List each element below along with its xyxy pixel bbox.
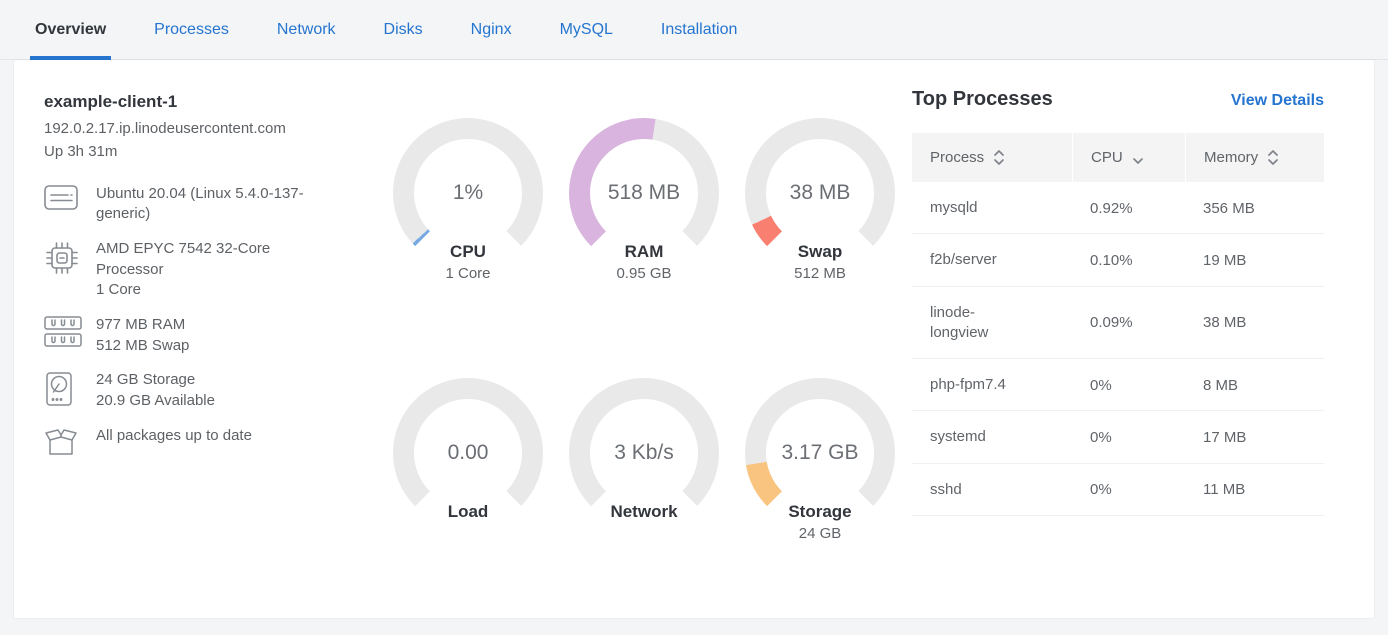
- spec-storage-text: 24 GB Storage: [96, 371, 196, 389]
- gauge-cpu: 1% CPU 1 Core: [380, 118, 556, 282]
- process-cpu: 0%: [1090, 428, 1112, 446]
- gauge-ram: 518 MB RAM 0.95 GB: [556, 118, 732, 282]
- spec-available-text: 20.9 GB Available: [96, 392, 215, 409]
- ram-gauge-arc: 518 MB: [569, 118, 719, 268]
- process-name: sshd: [930, 480, 962, 498]
- storage-gauge-arc: 3.17 GB: [745, 378, 895, 528]
- table-row: f2b/server 0.10% 19 MB: [912, 234, 1324, 287]
- process-cpu: 0%: [1090, 376, 1112, 394]
- ram-gauge-sublabel: 0.95 GB: [616, 265, 672, 282]
- tab-overview[interactable]: Overview: [30, 0, 112, 60]
- gauge-network: 3 Kb/s Network: [556, 378, 732, 542]
- process-name: php-fpm7.4: [930, 376, 1006, 393]
- swap-gauge-arc: 38 MB: [745, 118, 895, 268]
- process-cpu: 0.09%: [1090, 314, 1133, 332]
- process-memory: 38 MB: [1203, 314, 1247, 332]
- swap-gauge-label: Swap: [797, 242, 843, 261]
- network-gauge-arc: 3 Kb/s: [569, 378, 719, 528]
- client-hostname: 192.0.2.17.ip.linodeusercontent.com: [44, 120, 286, 137]
- column-header-process[interactable]: Process: [912, 133, 1072, 182]
- system-spec-list: Ubuntu 20.04 (Linux 5.4.0-137-generic): [44, 184, 354, 457]
- process-name: systemd: [930, 428, 986, 446]
- spec-ram: 977 MB RAM 512 MB Swap: [44, 315, 354, 356]
- ram-gauge-label: RAM: [624, 242, 664, 261]
- process-name: mysqld: [930, 199, 978, 216]
- process-memory: 356 MB: [1203, 199, 1255, 217]
- top-processes-table: Process CPU Memory: [912, 133, 1324, 516]
- process-memory: 19 MB: [1203, 251, 1247, 269]
- cpu-icon: [44, 239, 82, 276]
- process-name: linode-longview: [930, 303, 989, 341]
- gauge-storage: 3.17 GB Storage 24 GB: [732, 378, 908, 542]
- swap-gauge-value: 38 MB: [789, 181, 851, 204]
- spec-os-text: Ubuntu 20.04 (Linux 5.4.0-137-generic): [96, 184, 304, 223]
- top-processes-panel: Top Processes View Details Process CPU: [912, 88, 1324, 516]
- table-row: mysqld 0.92% 356 MB: [912, 182, 1324, 235]
- process-cpu: 0%: [1090, 481, 1112, 499]
- sort-both-icon: [1268, 150, 1279, 165]
- process-memory: 17 MB: [1203, 428, 1247, 446]
- cpu-gauge-label: CPU: [450, 242, 486, 261]
- load-gauge-arc: 0.00: [393, 378, 543, 528]
- ram-gauge-value: 518 MB: [607, 181, 681, 204]
- sort-both-icon: [994, 150, 1005, 165]
- top-processes-title: Top Processes: [912, 88, 1053, 110]
- process-memory: 8 MB: [1203, 376, 1239, 394]
- cpu-gauge-arc: 1%: [393, 118, 543, 268]
- table-body: mysqld 0.92% 356 MB f2b/server 0.10% 19 …: [912, 182, 1324, 516]
- spec-cpu-text: AMD EPYC 7542 32-Core Processor: [96, 239, 271, 278]
- load-gauge-label: Load: [447, 502, 489, 521]
- tab-bar: Overview Processes Network Disks Nginx M…: [0, 0, 1388, 60]
- storage-gauge-sublabel: 24 GB: [798, 525, 842, 542]
- overview-card: example-client-1 192.0.2.17.ip.linodeuse…: [14, 60, 1374, 618]
- tab-nginx[interactable]: Nginx: [470, 20, 512, 38]
- load-gauge-value: 0.00: [447, 441, 489, 464]
- swap-gauge-sublabel: 512 MB: [794, 265, 846, 282]
- disk-icon: [44, 370, 82, 407]
- tab-disks[interactable]: Disks: [383, 20, 423, 38]
- os-icon: [44, 184, 82, 210]
- spec-os: Ubuntu 20.04 (Linux 5.4.0-137-generic): [44, 184, 354, 225]
- gauge-swap: 38 MB Swap 512 MB: [732, 118, 908, 282]
- table-header-row: Process CPU Memory: [912, 133, 1324, 182]
- spec-storage: 24 GB Storage 20.9 GB Available: [44, 370, 354, 411]
- spec-packages-text: All packages up to date: [96, 426, 252, 444]
- cpu-gauge-sublabel: 1 Core: [445, 265, 491, 282]
- cpu-gauge-value: 1%: [452, 181, 484, 204]
- table-row: systemd 0% 17 MB: [912, 411, 1324, 464]
- table-row: linode-longview 0.09% 38 MB: [912, 287, 1324, 359]
- table-row: sshd 0% 11 MB: [912, 464, 1324, 516]
- spec-packages: All packages up to date: [44, 426, 354, 457]
- process-memory: 11 MB: [1203, 481, 1246, 499]
- ram-icon: [44, 315, 82, 347]
- storage-gauge-label: Storage: [788, 502, 852, 521]
- client-uptime: Up 3h 31m: [44, 143, 118, 161]
- gauges-grid: 1% CPU 1 Core 518 MB RAM 0.95 GB 38 MB S…: [380, 118, 908, 542]
- package-icon: [44, 426, 82, 457]
- spec-cpu: AMD EPYC 7542 32-Core Processor 1 Core: [44, 239, 354, 301]
- tab-installation[interactable]: Installation: [660, 20, 738, 38]
- client-info-panel: example-client-1 192.0.2.17.ip.linodeuse…: [44, 92, 354, 471]
- client-name: example-client-1: [44, 92, 178, 111]
- process-cpu: 0.92%: [1090, 199, 1133, 217]
- tab-processes[interactable]: Processes: [154, 20, 229, 38]
- network-gauge-label: Network: [610, 502, 678, 521]
- tab-network[interactable]: Network: [276, 20, 336, 38]
- column-header-cpu[interactable]: CPU: [1072, 133, 1185, 182]
- network-gauge-value: 3 Kb/s: [614, 441, 674, 464]
- column-header-memory[interactable]: Memory: [1185, 133, 1324, 182]
- process-name: f2b/server: [930, 251, 997, 269]
- process-cpu: 0.10%: [1090, 251, 1133, 269]
- gauge-load: 0.00 Load: [380, 378, 556, 542]
- storage-gauge-value: 3.17 GB: [781, 441, 859, 464]
- view-details-link[interactable]: View Details: [1230, 92, 1324, 109]
- sort-desc-icon: [1132, 158, 1143, 164]
- spec-ram-text: 977 MB RAM: [96, 315, 186, 333]
- spec-swap-text: 512 MB Swap: [96, 336, 190, 354]
- table-row: php-fpm7.4 0% 8 MB: [912, 359, 1324, 412]
- tab-mysql[interactable]: MySQL: [559, 20, 613, 38]
